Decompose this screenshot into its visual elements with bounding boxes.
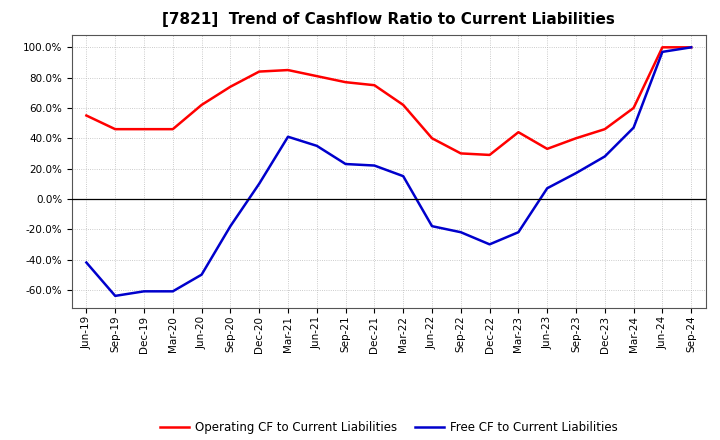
Free CF to Current Liabilities: [312, 143, 321, 148]
Operating CF to Current Liabilities: [370, 83, 379, 88]
Free CF to Current Liabilities: [370, 163, 379, 168]
Free CF to Current Liabilities: [140, 289, 148, 294]
Free CF to Current Liabilities: [399, 173, 408, 179]
Operating CF to Current Liabilities: [485, 152, 494, 158]
Free CF to Current Liabilities: [284, 134, 292, 139]
Operating CF to Current Liabilities: [543, 146, 552, 151]
Operating CF to Current Liabilities: [514, 129, 523, 135]
Line: Free CF to Current Liabilities: Free CF to Current Liabilities: [86, 48, 691, 296]
Operating CF to Current Liabilities: [226, 84, 235, 89]
Operating CF to Current Liabilities: [456, 151, 465, 156]
Free CF to Current Liabilities: [82, 260, 91, 265]
Free CF to Current Liabilities: [600, 154, 609, 159]
Operating CF to Current Liabilities: [687, 45, 696, 50]
Operating CF to Current Liabilities: [111, 127, 120, 132]
Operating CF to Current Liabilities: [140, 127, 148, 132]
Free CF to Current Liabilities: [168, 289, 177, 294]
Operating CF to Current Liabilities: [197, 102, 206, 107]
Free CF to Current Liabilities: [543, 186, 552, 191]
Operating CF to Current Liabilities: [572, 136, 580, 141]
Operating CF to Current Liabilities: [82, 113, 91, 118]
Operating CF to Current Liabilities: [428, 136, 436, 141]
Free CF to Current Liabilities: [514, 230, 523, 235]
Free CF to Current Liabilities: [111, 293, 120, 298]
Operating CF to Current Liabilities: [399, 102, 408, 107]
Operating CF to Current Liabilities: [284, 67, 292, 73]
Operating CF to Current Liabilities: [629, 105, 638, 110]
Free CF to Current Liabilities: [226, 224, 235, 229]
Free CF to Current Liabilities: [197, 272, 206, 277]
Free CF to Current Liabilities: [456, 230, 465, 235]
Free CF to Current Liabilities: [629, 125, 638, 130]
Legend: Operating CF to Current Liabilities, Free CF to Current Liabilities: Operating CF to Current Liabilities, Fre…: [155, 416, 623, 439]
Free CF to Current Liabilities: [572, 170, 580, 176]
Free CF to Current Liabilities: [428, 224, 436, 229]
Operating CF to Current Liabilities: [168, 127, 177, 132]
Operating CF to Current Liabilities: [341, 80, 350, 85]
Operating CF to Current Liabilities: [600, 127, 609, 132]
Line: Operating CF to Current Liabilities: Operating CF to Current Liabilities: [86, 48, 691, 155]
Free CF to Current Liabilities: [658, 49, 667, 55]
Title: [7821]  Trend of Cashflow Ratio to Current Liabilities: [7821] Trend of Cashflow Ratio to Curren…: [163, 12, 615, 27]
Free CF to Current Liabilities: [341, 161, 350, 167]
Operating CF to Current Liabilities: [255, 69, 264, 74]
Free CF to Current Liabilities: [687, 45, 696, 50]
Free CF to Current Liabilities: [485, 242, 494, 247]
Operating CF to Current Liabilities: [658, 45, 667, 50]
Free CF to Current Liabilities: [255, 181, 264, 187]
Operating CF to Current Liabilities: [312, 73, 321, 79]
